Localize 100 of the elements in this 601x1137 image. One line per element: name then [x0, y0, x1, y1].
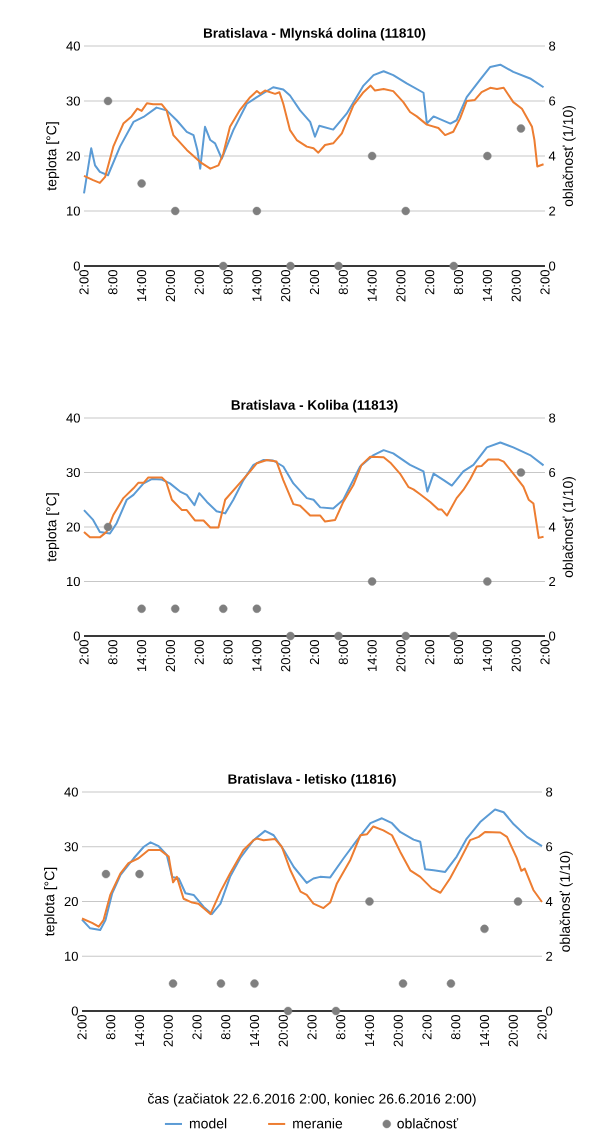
point [171, 604, 180, 613]
x-tick-label: 8:00 [108, 640, 118, 665]
y2-tick-label: 2 [549, 206, 556, 216]
x-tick-label: 8:00 [453, 640, 464, 665]
y2-tick-label: 8 [549, 413, 556, 423]
y-tick-label: 10 [66, 206, 80, 216]
x-tick-label: 20:00 [511, 640, 521, 672]
line-series [83, 455, 545, 539]
y2-tick-label: 2 [546, 951, 553, 961]
x-tick-label: 20:00 [165, 270, 176, 302]
y-axis-title: teplota [°C] [46, 122, 60, 191]
x-tick-label: 2:00 [192, 1015, 202, 1040]
y2-tick-label: 8 [546, 787, 553, 797]
x-tick-label: 20:00 [281, 270, 291, 302]
x-tick-label: 8:00 [338, 270, 348, 295]
y-tick-label: 40 [66, 413, 80, 423]
point [449, 631, 458, 641]
x-tick-label: 8:00 [453, 270, 464, 295]
x-tick-label: 14:00 [482, 640, 492, 672]
x-tick-label: 14:00 [252, 640, 262, 672]
x-tick-label: 14:00 [137, 270, 147, 302]
legend-label: meranie [293, 1118, 343, 1129]
point [331, 1006, 341, 1016]
y-tick-label: 30 [66, 96, 80, 106]
y-tick-label: 0 [73, 631, 80, 641]
point [365, 897, 374, 906]
x-tick-label: 2:00 [309, 270, 320, 295]
point [135, 869, 144, 879]
line-series [83, 63, 545, 195]
x-tick-label: 20:00 [508, 1015, 518, 1047]
x-tick-label: 14:00 [252, 270, 262, 302]
y-tick-label: 20 [64, 896, 78, 907]
x-tick-label: 20:00 [163, 1015, 173, 1047]
x-tick-label: 2:00 [77, 1015, 87, 1040]
x-tick-label: 8:00 [108, 270, 118, 295]
point [398, 979, 408, 988]
x-tick-label: 20:00 [281, 640, 291, 672]
chart-title: Bratislava - Koliba (11813) [231, 399, 398, 413]
point [171, 206, 180, 216]
x-tick-label: 14:00 [482, 270, 492, 302]
x-tick-label: 2:00 [425, 640, 435, 665]
y2-tick-label: 0 [549, 631, 556, 641]
point [286, 631, 295, 641]
y-tick-label: 40 [66, 41, 80, 51]
point [252, 206, 262, 216]
y2-tick-label: 0 [549, 261, 556, 271]
y-tick-label: 0 [73, 261, 80, 271]
line-series [81, 808, 543, 931]
x-tick-label: 8:00 [336, 1015, 346, 1040]
point [252, 604, 262, 613]
x-tick-label: 8:00 [106, 1015, 116, 1040]
point [516, 468, 526, 477]
point [449, 261, 458, 271]
y2-tick-label: 6 [549, 467, 556, 478]
line-series [83, 84, 545, 184]
point [137, 179, 146, 188]
y2-tick-label: 4 [545, 897, 553, 906]
x-axis-title: čas (začiatok 22.6.2016 2:00, koniec 26.6.2016 2:00) [147, 1093, 476, 1107]
y-tick-label: 40 [64, 787, 78, 797]
x-tick-label: 2:00 [307, 1015, 317, 1040]
x-tick-label: 2:00 [537, 1015, 547, 1040]
point [283, 1006, 293, 1016]
x-tick-label: 14:00 [367, 640, 377, 672]
y-tick-label: 30 [66, 467, 80, 478]
x-tick-label: 20:00 [393, 1015, 403, 1047]
x-tick-label: 14:00 [367, 270, 377, 302]
x-tick-label: 14:00 [249, 1015, 260, 1047]
y-axis-title: teplota [°C] [44, 867, 58, 936]
x-tick-label: 2:00 [309, 640, 320, 665]
point [137, 604, 146, 613]
point [216, 979, 226, 988]
point [480, 924, 489, 934]
x-tick-label: 8:00 [451, 1015, 461, 1040]
y-tick-label: 10 [66, 576, 80, 587]
y2-tick-label: 2 [549, 576, 556, 587]
chart-title: Bratislava - Mlynská dolina (11810) [203, 27, 426, 41]
x-tick-label: 2:00 [540, 640, 550, 665]
point [513, 897, 523, 906]
y-tick-label: 0 [71, 1006, 78, 1016]
point [483, 151, 492, 161]
y2-tick-label: 4 [548, 151, 556, 161]
x-tick-label: 2:00 [540, 270, 550, 295]
y-tick-label: 20 [66, 151, 80, 161]
point [367, 577, 377, 586]
point [483, 577, 492, 586]
point [401, 631, 410, 641]
line-series [83, 441, 545, 535]
y2-tick-label: 6 [546, 842, 553, 852]
y2-axis-title: oblačnosť (1/10) [559, 851, 573, 952]
chart-title: Bratislava - letisko (11816) [228, 773, 396, 787]
line-series [81, 825, 543, 928]
x-tick-label: 2:00 [422, 1015, 432, 1040]
y2-tick-label: 0 [546, 1006, 553, 1016]
point [103, 96, 113, 106]
point [334, 261, 343, 271]
y2-tick-label: 8 [549, 41, 556, 51]
y2-axis-title: oblačnosť (1/10) [562, 477, 576, 578]
x-tick-label: 20:00 [278, 1015, 288, 1047]
point [219, 604, 228, 613]
point [168, 979, 178, 988]
